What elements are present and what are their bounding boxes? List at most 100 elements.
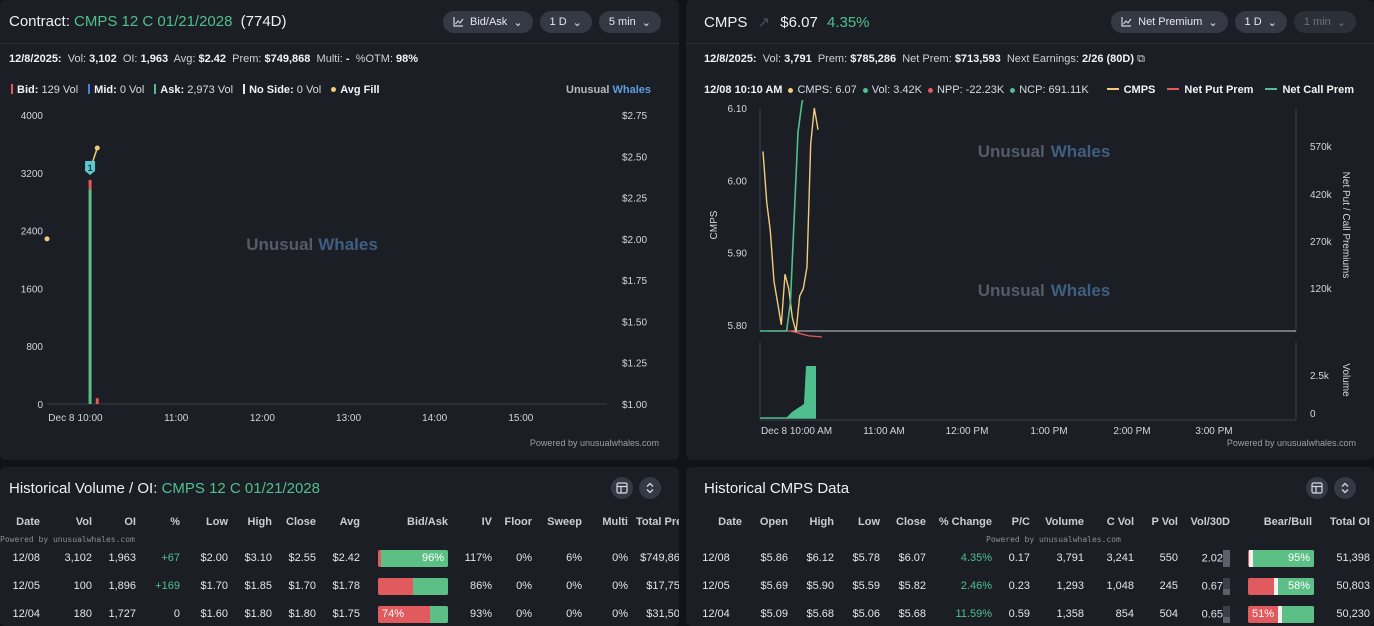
column-header[interactable]: High [809,516,834,528]
table-settings-button[interactable] [1306,477,1328,499]
cell-oi: 1,963 [108,552,136,564]
powered-by[interactable]: Powered by unusualwhales.com [1226,438,1356,448]
expand-icon [1341,482,1349,494]
interval-dropdown[interactable]: 5 min ⌄ [598,11,661,33]
table-row[interactable]: 12/04 180 1,727 0 $1.60 $1.80 $1.80 $1.75 74% 93%… [0,600,679,626]
y-left-axis-title: CMPS [709,210,720,239]
column-header[interactable]: Floor [504,516,533,528]
legend-mid[interactable]: Mid: 0 Vol [88,84,144,96]
cell-open: $5.69 [760,580,788,592]
y-left-tick-label: 6.10 [728,104,748,115]
column-header[interactable]: Volume [1045,516,1084,528]
ticker-chart-panel: CMPS ↗ $6.07 4.35% Net Premium ⌄ 1 D ⌄ 1… [686,0,1374,460]
cell-pvol: 504 [1159,608,1178,620]
range-dropdown[interactable]: 1 D ⌄ [539,11,592,33]
column-header[interactable]: Multi [602,516,628,528]
expand-button[interactable] [1334,477,1356,499]
column-header[interactable]: High [247,516,272,528]
legend-ask[interactable]: Ask: 2,973 Vol [154,84,233,96]
y-left-tick-label: 3200 [21,169,44,180]
column-header[interactable]: Close [286,516,316,528]
bid-ask-label: 74% [382,607,405,620]
powered-by[interactable]: Powered by unusualwhales.com [529,438,659,448]
cell-low: $5.59 [852,580,880,592]
column-header[interactable]: Bear/Bull [1263,516,1312,528]
cell-total: $17,750 [646,580,679,592]
bear-bull-bar: 95% [1248,549,1314,567]
cell-close: $1.80 [288,608,316,620]
column-header[interactable]: P/C [1011,516,1030,528]
ticker-premium-chart[interactable]: 6.10 6.00 5.90 5.80 570k 420k 270k 120k 2.5k 0 CMP… [686,100,1374,445]
range-dropdown[interactable]: 1 D ⌄ [1234,11,1287,33]
cell-oi: 50,230 [1336,608,1370,620]
cell-multi: 0% [612,552,628,564]
column-header[interactable]: Date [16,516,40,528]
x-tick-label: 15:00 [508,413,533,424]
cell-oi: 1,727 [108,608,136,620]
y-right-axis-title: Net Put / Call Premiums [1340,172,1351,279]
column-header[interactable]: P Vol [1151,516,1179,528]
legend-cmps[interactable]: CMPS [1106,84,1155,96]
cell-vol: 180 [73,608,92,620]
cell-close: $5.68 [898,608,926,620]
column-header[interactable]: Low [206,516,228,528]
cell-close: $1.70 [288,580,316,592]
bid-ask-label: 96% [421,551,444,564]
external-link-icon[interactable]: ⧉ [1137,53,1145,65]
column-header[interactable]: Vol [75,516,92,528]
legend-bid[interactable]: Bid: 129 Vol [11,84,78,96]
bid-ask-dropdown[interactable]: Bid/Ask ⌄ [443,11,533,33]
legend-avg-fill[interactable]: Avg Fill [331,84,380,96]
column-header[interactable]: Total Prem [636,516,679,528]
x-tick-label: Dec 8 [48,413,75,424]
column-header[interactable]: IV [481,516,492,528]
table-row[interactable]: 12/05 $5.69 $5.90 $5.59 $5.82 2.46% 0.23 1,293 1… [686,572,1374,600]
chevron-down-icon: ⌄ [513,16,523,29]
cell-cvol: 3,241 [1106,552,1134,564]
cell-close: $5.82 [898,580,926,592]
cell-vol: 100 [73,580,92,592]
column-header[interactable]: Sweep [547,516,582,528]
vol-30d-bar [1223,549,1230,567]
table-row[interactable]: 12/05 100 1,896 +169 $1.70 $1.85 $1.70 $1.78 86%… [0,572,679,600]
column-header[interactable]: Low [858,516,880,528]
table-settings-button[interactable] [611,477,633,499]
x-tick-label: 12:00 [250,413,275,424]
column-header[interactable]: Close [896,516,926,528]
cell-sweep: 6% [566,552,582,564]
table-icon [616,482,628,494]
contract-name[interactable]: CMPS 12 C 01/21/2028 [74,13,233,30]
cell-pvol: 550 [1159,552,1178,564]
net-premium-dropdown[interactable]: Net Premium ⌄ [1111,11,1228,33]
column-header[interactable]: OI [124,516,136,528]
legend-net-put-prem[interactable]: Net Put Prem [1167,84,1253,96]
table-row[interactable]: 12/04 $5.09 $5.68 $5.06 $5.68 11.59% 0.59 1,358… [686,600,1374,626]
unusual-whales-logo: Unusual Whales [566,84,651,96]
column-header[interactable]: Open [759,516,788,528]
legend-net-call-prem[interactable]: Net Call Prem [1265,84,1354,96]
x-tick-label: 2:00 PM [1113,426,1150,437]
column-header[interactable]: % [170,516,180,528]
interval-dropdown[interactable]: 1 min ⌄ [1293,11,1356,33]
contract-volume-chart[interactable]: 4000 3200 2400 1600 800 0 $2.75 $2.50 $2.25 $2.00… [0,100,679,430]
ticker-title: CMPS ↗ $6.07 4.35% [704,13,870,31]
column-header[interactable]: Date [718,516,742,528]
column-header[interactable]: Avg [339,516,360,528]
column-header[interactable]: Bid/Ask [407,516,448,528]
column-header[interactable]: Total OI [1329,516,1370,528]
cell-oi: 51,398 [1336,552,1370,564]
table-row[interactable]: 12/08 3,102 1,963 +67 $2.00 $3.10 $2.55 $2.42 96… [0,544,679,572]
ticker-symbol[interactable]: CMPS [704,14,748,31]
cell-low: $2.00 [200,552,228,564]
column-header[interactable]: % Change [938,516,992,528]
expand-button[interactable] [639,477,661,499]
cell-volume: 1,293 [1056,580,1084,592]
table-row[interactable]: 12/08 $5.86 $6.12 $5.78 $6.07 4.35% 0.17 3,791 3… [686,544,1374,572]
legend-no-side[interactable]: No Side: 0 Vol [243,84,321,96]
ticker-readout: 12/08 10:10 AM CMPS: 6.07 Vol: 3.42K NPP… [704,84,1089,96]
y-right-tick-label: $1.75 [622,276,647,287]
cell-iv: 86% [469,580,492,592]
column-header[interactable]: C Vol [1106,516,1134,528]
column-header[interactable]: Vol/30D [1190,516,1230,528]
cell-high: $6.12 [806,552,834,564]
